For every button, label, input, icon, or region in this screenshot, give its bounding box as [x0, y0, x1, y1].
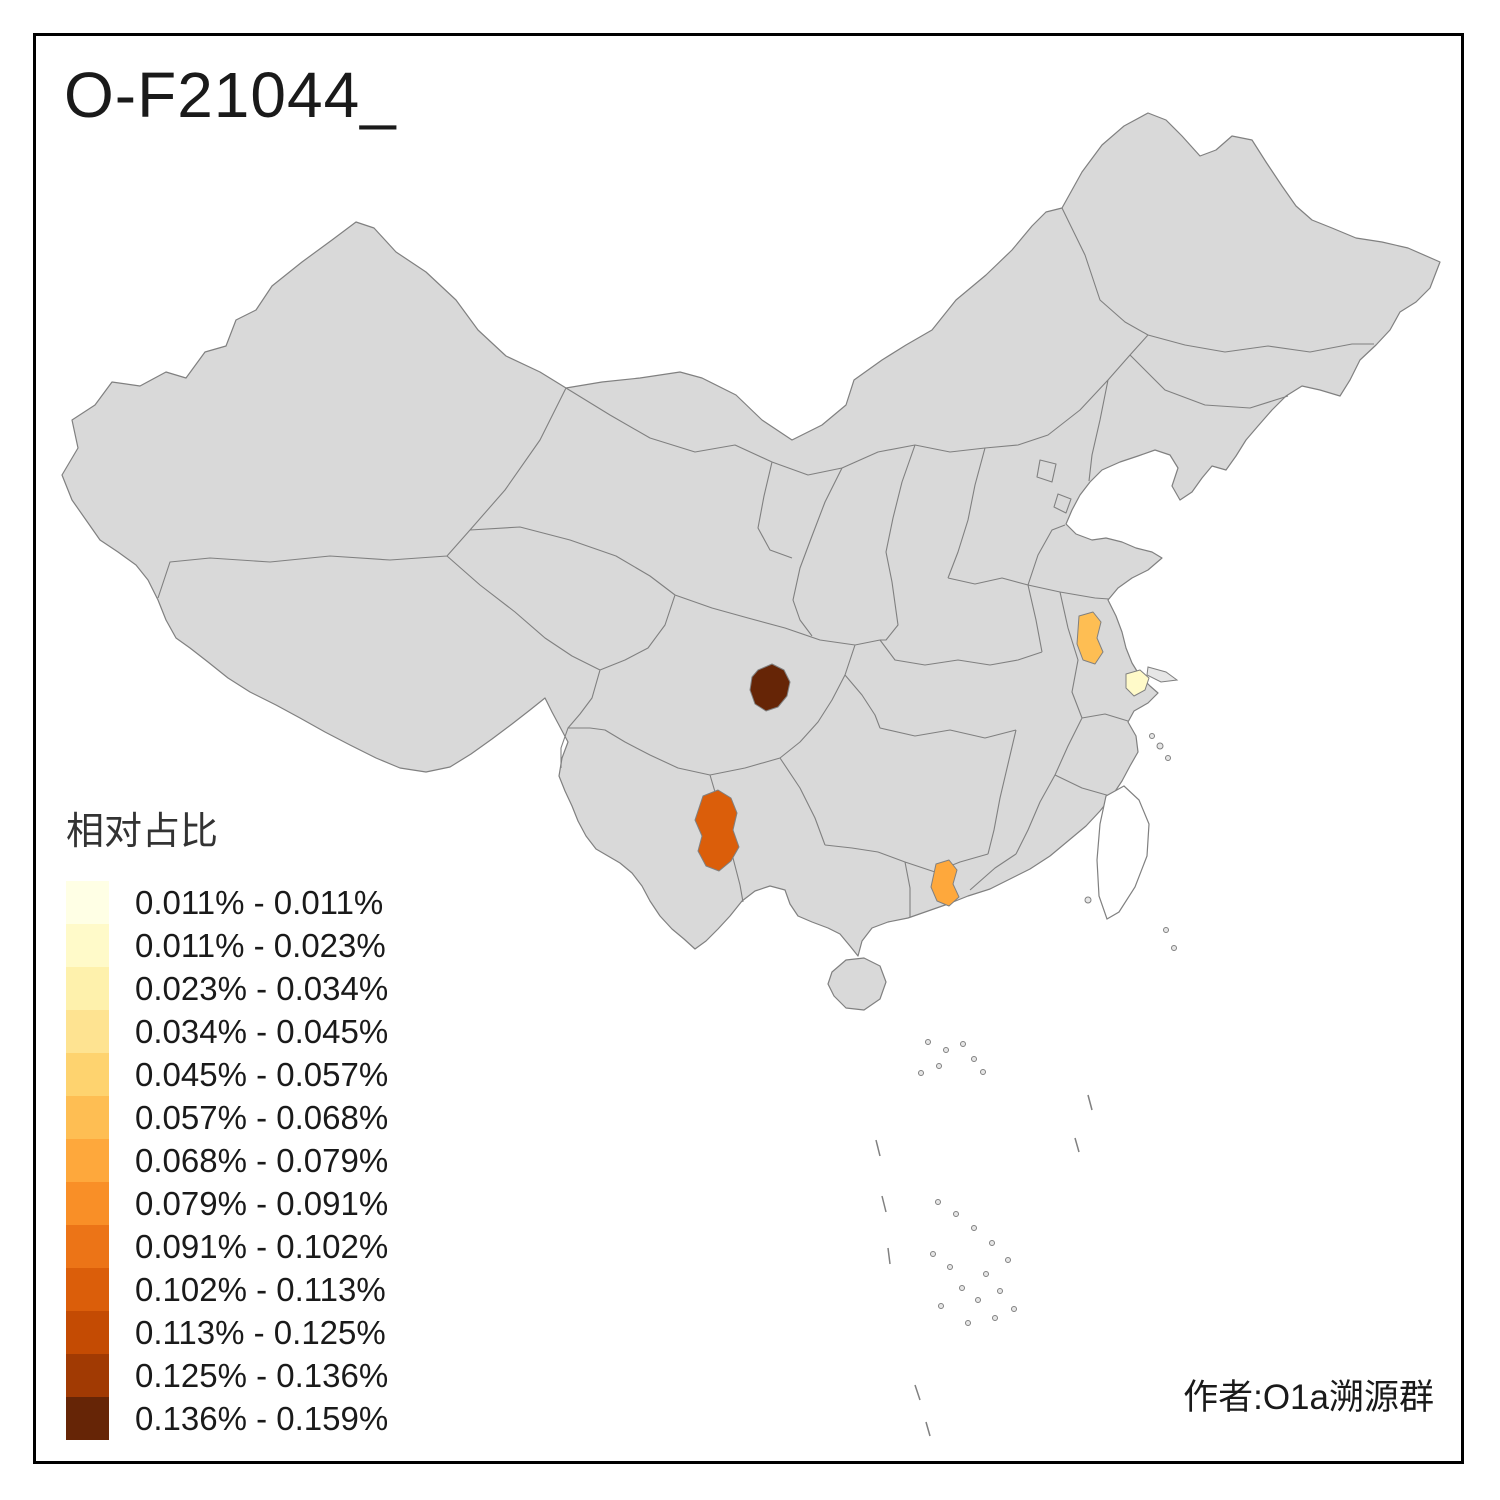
boundary-dash	[914, 1384, 921, 1401]
legend-swatch	[66, 1225, 109, 1268]
islet	[983, 1271, 989, 1277]
legend-swatch	[66, 1397, 109, 1440]
legend-row: 0.091% - 0.102%	[66, 1225, 388, 1268]
legend-label: 0.079% - 0.091%	[135, 1184, 389, 1222]
legend-row: 0.011% - 0.011%	[66, 881, 388, 924]
legend-label: 0.091% - 0.102%	[135, 1227, 389, 1265]
legend-row: 0.045% - 0.057%	[66, 1053, 388, 1096]
islet	[943, 1047, 949, 1053]
legend-swatch	[66, 1010, 109, 1053]
islet	[1165, 755, 1171, 761]
south-china-sea-islands	[875, 1039, 1093, 1437]
legend-swatch	[66, 881, 109, 924]
islet	[935, 1199, 941, 1205]
legend-swatch	[66, 1139, 109, 1182]
province-borders	[157, 207, 1374, 917]
legend-label: 0.136% - 0.159%	[135, 1399, 389, 1437]
coastal-islets	[1084, 733, 1177, 951]
islet	[1084, 896, 1092, 904]
islet	[947, 1264, 953, 1270]
islet	[971, 1225, 977, 1231]
region-central-guangdong	[930, 859, 960, 907]
legend-title: 相对占比	[66, 811, 219, 853]
islet	[930, 1251, 936, 1257]
legend-row: 0.068% - 0.079%	[66, 1139, 388, 1182]
legend-swatch	[66, 924, 109, 967]
page-title: O-F21044_	[64, 59, 397, 131]
islet	[989, 1240, 995, 1246]
legend-label: 0.034% - 0.045%	[135, 1012, 389, 1050]
boundary-dash	[1074, 1137, 1080, 1153]
region-northern-sichuan	[749, 663, 791, 712]
islet	[997, 1288, 1003, 1294]
chongming-island	[1146, 666, 1179, 683]
legend-row: 0.011% - 0.023%	[66, 924, 388, 967]
islet	[925, 1039, 931, 1045]
legend-label: 0.011% - 0.011%	[135, 883, 384, 921]
legend-label: 0.125% - 0.136%	[135, 1356, 389, 1394]
legend-swatch	[66, 1311, 109, 1354]
legend-label: 0.113% - 0.125%	[135, 1313, 386, 1351]
boundary-dash	[1087, 1094, 1093, 1111]
legend-swatch	[66, 1354, 109, 1397]
legend-swatch	[66, 1182, 109, 1225]
legend-swatch	[66, 1053, 109, 1096]
islet	[1163, 927, 1169, 933]
islet	[959, 1285, 965, 1291]
islet	[1011, 1306, 1017, 1312]
legend-row: 0.034% - 0.045%	[66, 1010, 388, 1053]
legend-row: 0.136% - 0.159%	[66, 1397, 388, 1440]
boundary-dash	[881, 1195, 887, 1213]
legend-row: 0.102% - 0.113%	[66, 1268, 388, 1311]
author-credit: 作者:O1a溯源群	[1183, 1378, 1434, 1417]
region-central-jiangsu	[1076, 611, 1104, 665]
legend-row: 0.023% - 0.034%	[66, 967, 388, 1010]
legend-label: 0.102% - 0.113%	[135, 1270, 386, 1308]
islet	[980, 1069, 986, 1075]
legend-label: 0.045% - 0.057%	[135, 1055, 389, 1093]
plot-border-frame	[33, 33, 1464, 1464]
islet	[938, 1303, 944, 1309]
islet	[992, 1315, 998, 1321]
boundary-dash	[875, 1139, 881, 1157]
islet	[965, 1320, 971, 1326]
legend-swatch	[66, 1268, 109, 1311]
boundary-dash	[887, 1247, 891, 1265]
islet	[953, 1211, 959, 1217]
legend-label: 0.068% - 0.079%	[135, 1141, 389, 1179]
region-shanghai	[1125, 669, 1150, 697]
taiwan-island	[1096, 785, 1150, 920]
mainland-outline	[61, 112, 1441, 957]
region-central-yunnan	[694, 789, 740, 872]
legend: 相对占比 0.011% - 0.011% 0.011% - 0.023% 0.0…	[66, 800, 388, 1440]
legend-label: 0.023% - 0.034%	[135, 969, 389, 1007]
legend-row: 0.057% - 0.068%	[66, 1096, 388, 1139]
legend-label: 0.011% - 0.023%	[135, 926, 386, 964]
islet	[936, 1063, 942, 1069]
islet	[960, 1041, 966, 1047]
islet	[971, 1056, 977, 1062]
islet	[975, 1297, 981, 1303]
islet	[1149, 733, 1155, 739]
islet	[918, 1070, 924, 1076]
legend-row: 0.125% - 0.136%	[66, 1354, 388, 1397]
legend-row: 0.079% - 0.091%	[66, 1182, 388, 1225]
islet	[1171, 945, 1177, 951]
hainan-island	[827, 957, 887, 1011]
islet	[1156, 742, 1164, 750]
islet	[1005, 1257, 1011, 1263]
legend-swatch	[66, 967, 109, 1010]
boundary-dash	[925, 1421, 931, 1437]
legend-row: 0.113% - 0.125%	[66, 1311, 388, 1354]
highlighted-regions	[694, 611, 1150, 907]
legend-swatch	[66, 1096, 109, 1139]
legend-label: 0.057% - 0.068%	[135, 1098, 389, 1136]
